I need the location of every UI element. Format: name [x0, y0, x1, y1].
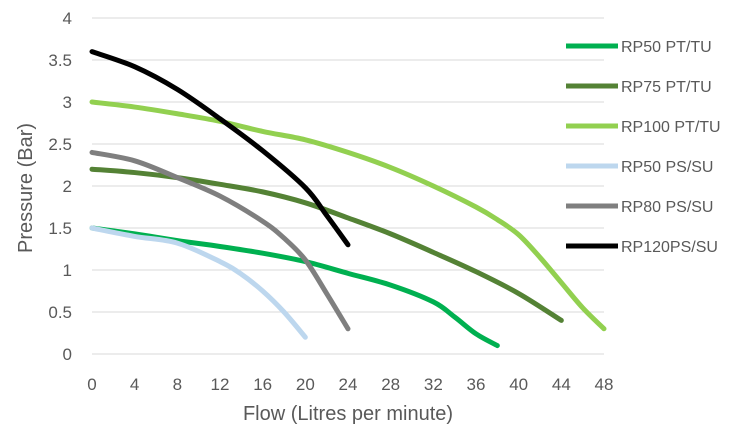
y-tick-label: 2.5 — [48, 135, 72, 154]
x-tick-label: 44 — [552, 375, 571, 394]
legend-label-3: RP50 PS/SU — [621, 159, 713, 176]
series-line-3 — [89, 225, 308, 340]
x-tick-label: 8 — [173, 375, 182, 394]
y-tick-label: 3.5 — [48, 51, 72, 70]
y-axis-title: Pressure (Bar) — [15, 123, 37, 253]
x-tick-label: 32 — [424, 375, 443, 394]
x-tick-label: 40 — [509, 375, 528, 394]
legend: RP50 PT/TU RP75 PT/TU RP100 PT/TU RP50 PS/S… — [566, 39, 721, 256]
x-tick-label: 0 — [87, 375, 96, 394]
series-line-5 — [89, 49, 351, 248]
y-tick-label: 0.5 — [48, 303, 72, 322]
x-tick-label: 36 — [467, 375, 486, 394]
y-axis-ticks: 0 0.5 1 1.5 2 2.5 3 3.5 4 — [48, 9, 72, 364]
y-tick-label: 2 — [63, 177, 72, 196]
x-tick-label: 16 — [253, 375, 272, 394]
x-tick-label: 28 — [381, 375, 400, 394]
y-tick-label: 3 — [63, 93, 72, 112]
legend-label-2: RP100 PT/TU — [621, 119, 721, 136]
legend-label-1: RP75 PT/TU — [621, 79, 712, 96]
legend-label-4: RP80 PS/SU — [621, 199, 713, 216]
x-tick-label: 48 — [595, 375, 614, 394]
y-tick-label: 1 — [63, 261, 72, 280]
x-tick-label: 4 — [130, 375, 139, 394]
x-axis-title: Flow (Litres per minute) — [243, 403, 453, 425]
x-axis-ticks: 0 4 8 12 16 20 24 28 32 36 40 44 48 — [87, 375, 613, 394]
series-line-4 — [89, 149, 351, 332]
x-tick-label: 20 — [296, 375, 315, 394]
gridlines — [92, 17, 604, 355]
data-series — [89, 49, 607, 349]
x-tick-label: 12 — [211, 375, 230, 394]
y-tick-label: 1.5 — [48, 219, 72, 238]
y-tick-label: 4 — [63, 9, 72, 28]
series-line-2 — [89, 99, 607, 332]
legend-label-5: RP120PS/SU — [621, 239, 718, 256]
legend-label-0: RP50 PT/TU — [621, 39, 712, 56]
x-tick-label: 24 — [339, 375, 358, 394]
y-tick-label: 0 — [63, 345, 72, 364]
